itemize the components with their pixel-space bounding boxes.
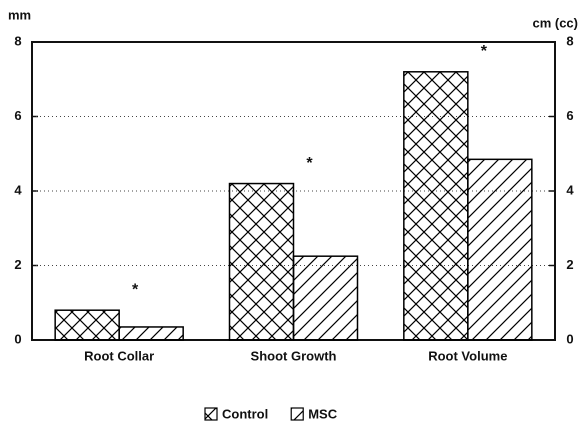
y2-axis-label: cm (cc)	[532, 15, 578, 30]
annotation: *	[306, 155, 313, 172]
y-tick-label: 8	[14, 33, 21, 48]
bar	[118, 326, 184, 341]
bar	[54, 309, 120, 341]
x-tick-label: Root Volume	[428, 348, 507, 363]
y2-tick-label: 8	[566, 33, 573, 48]
x-tick-label: Shoot Growth	[251, 348, 337, 363]
legend-swatch	[204, 407, 218, 421]
bar	[467, 158, 533, 341]
y2-tick-label: 0	[566, 331, 573, 346]
bar	[292, 255, 359, 341]
bar	[228, 182, 295, 341]
bar	[403, 71, 469, 341]
legend-label: Control	[222, 406, 268, 421]
legend-label: MSC	[308, 406, 338, 421]
x-tick-label: Root Collar	[84, 348, 154, 363]
legend-swatch	[290, 407, 304, 421]
y-tick-label: 2	[14, 257, 21, 272]
y2-tick-label: 6	[566, 108, 573, 123]
y2-tick-label: 4	[566, 182, 574, 197]
y-tick-label: 4	[14, 182, 22, 197]
y2-tick-label: 2	[566, 257, 573, 272]
annotation: *	[481, 43, 488, 60]
y-tick-label: 6	[14, 108, 21, 123]
annotation: *	[132, 281, 139, 298]
y-axis-label: mm	[8, 7, 31, 22]
y-tick-label: 0	[14, 331, 21, 346]
